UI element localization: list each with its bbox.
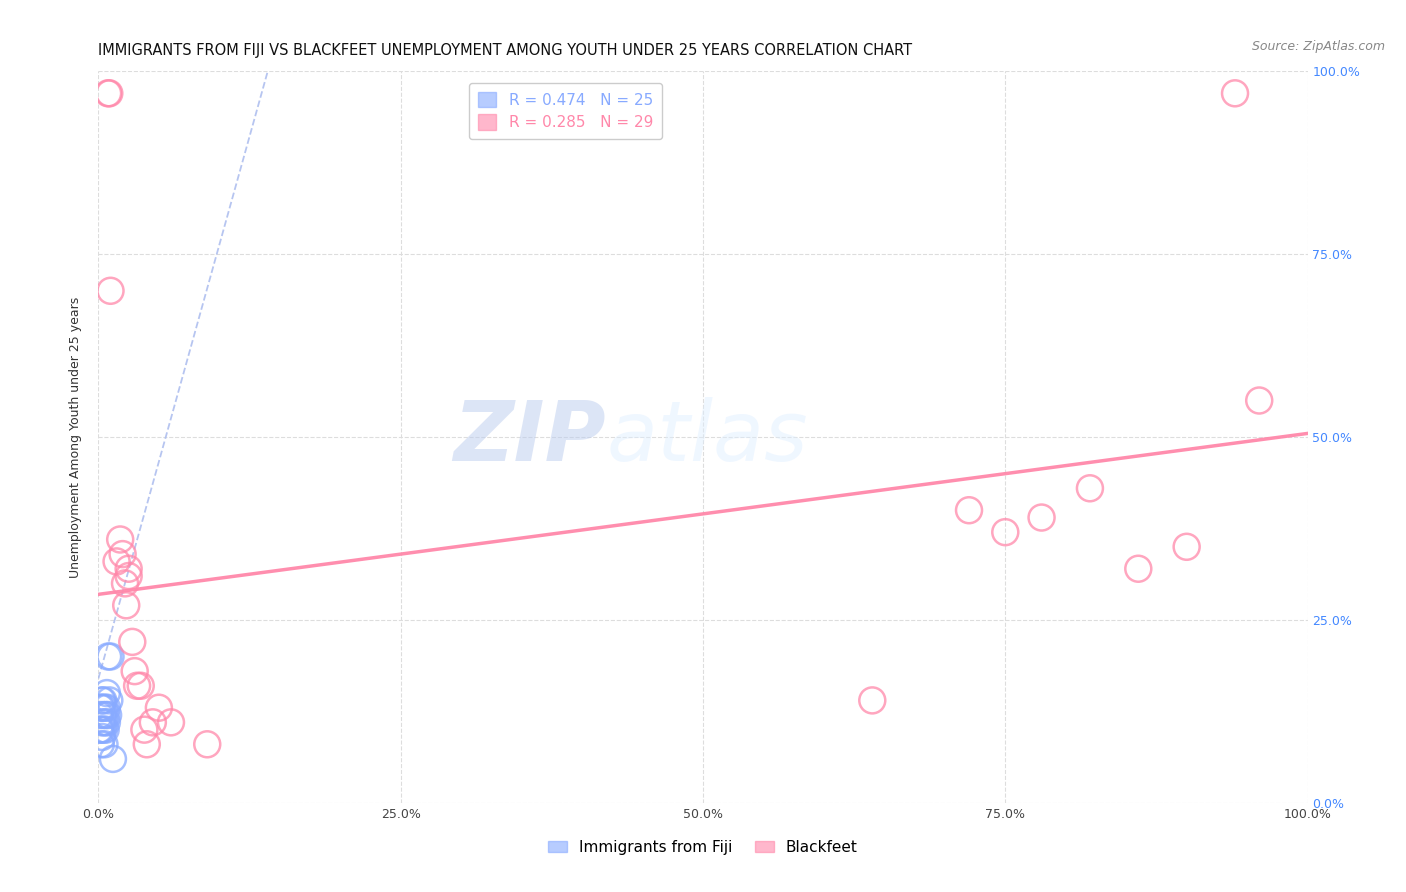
- Text: ZIP: ZIP: [454, 397, 606, 477]
- Point: [96, 715, 118, 730]
- Point: [957, 503, 980, 517]
- Point: [100, 284, 122, 298]
- Point: [96, 686, 118, 700]
- Point: [114, 576, 136, 591]
- Point: [91, 693, 114, 707]
- Point: [93, 737, 115, 751]
- Text: atlas: atlas: [606, 397, 808, 477]
- Point: [1249, 393, 1271, 408]
- Point: [89, 708, 111, 723]
- Point: [98, 693, 121, 707]
- Point: [115, 599, 138, 613]
- Point: [105, 554, 128, 568]
- Point: [994, 525, 1017, 540]
- Point: [101, 752, 124, 766]
- Point: [111, 547, 134, 561]
- Point: [1175, 540, 1198, 554]
- Point: [118, 569, 141, 583]
- Point: [148, 700, 170, 714]
- Point: [195, 737, 218, 751]
- Point: [100, 649, 122, 664]
- Point: [91, 700, 114, 714]
- Point: [94, 708, 117, 723]
- Text: Source: ZipAtlas.com: Source: ZipAtlas.com: [1251, 40, 1385, 54]
- Point: [98, 87, 121, 101]
- Point: [1128, 562, 1150, 576]
- Point: [108, 533, 131, 547]
- Point: [1078, 481, 1101, 495]
- Point: [90, 737, 112, 751]
- Point: [89, 723, 111, 737]
- Point: [860, 693, 883, 707]
- Point: [124, 664, 146, 678]
- Point: [93, 715, 115, 730]
- Text: IMMIGRANTS FROM FIJI VS BLACKFEET UNEMPLOYMENT AMONG YOUTH UNDER 25 YEARS CORREL: IMMIGRANTS FROM FIJI VS BLACKFEET UNEMPL…: [98, 43, 912, 58]
- Point: [134, 723, 156, 737]
- Point: [91, 715, 114, 730]
- Point: [96, 700, 118, 714]
- Point: [90, 723, 112, 737]
- Point: [91, 723, 114, 737]
- Point: [142, 715, 165, 730]
- Point: [129, 679, 152, 693]
- Point: [1031, 510, 1053, 524]
- Point: [97, 87, 120, 101]
- Point: [118, 562, 141, 576]
- Point: [93, 700, 115, 714]
- Point: [97, 649, 120, 664]
- Point: [94, 723, 117, 737]
- Point: [127, 679, 149, 693]
- Point: [135, 737, 157, 751]
- Point: [97, 708, 120, 723]
- Point: [91, 708, 114, 723]
- Point: [121, 635, 143, 649]
- Point: [90, 700, 112, 714]
- Legend: Immigrants from Fiji, Blackfeet: Immigrants from Fiji, Blackfeet: [543, 834, 863, 861]
- Point: [91, 693, 114, 707]
- Point: [1223, 87, 1246, 101]
- Point: [91, 730, 114, 744]
- Point: [160, 715, 183, 730]
- Y-axis label: Unemployment Among Youth under 25 years: Unemployment Among Youth under 25 years: [69, 296, 83, 578]
